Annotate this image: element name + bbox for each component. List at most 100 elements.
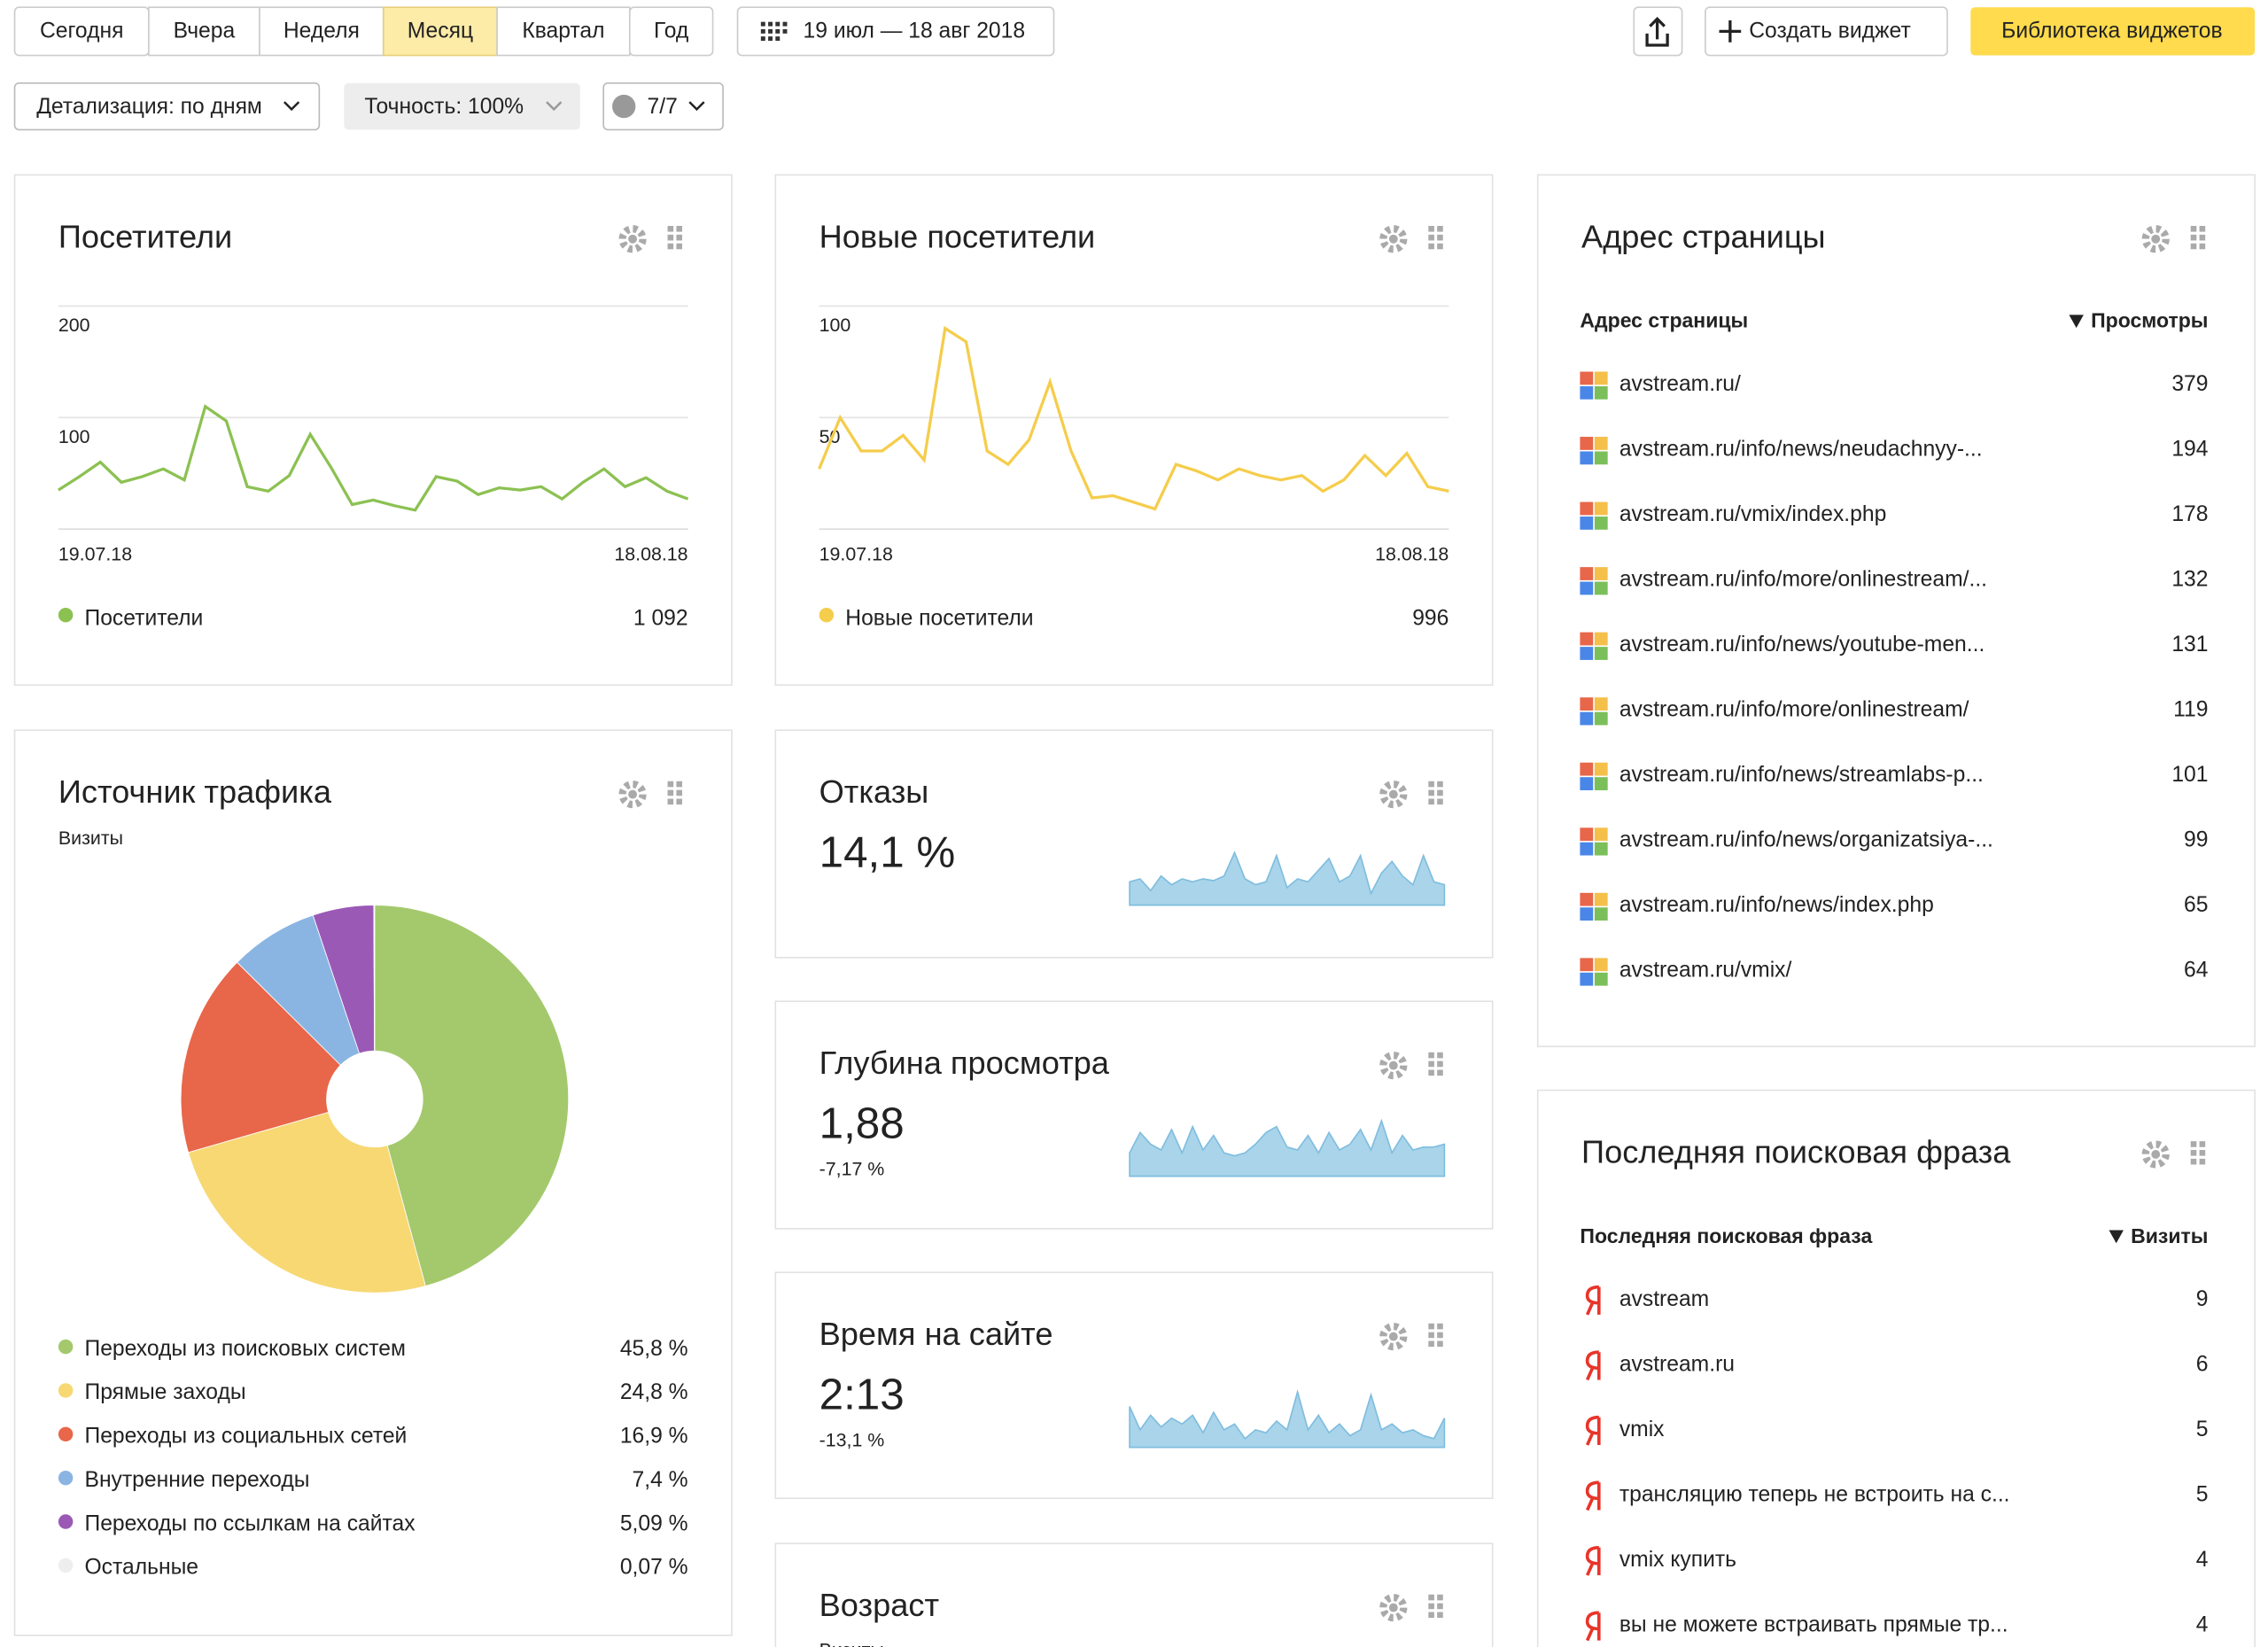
row-value: 65 xyxy=(2184,893,2208,917)
line-series xyxy=(818,325,1449,511)
drag-handle-dot xyxy=(667,789,674,796)
favicon xyxy=(1594,777,1608,790)
period-button[interactable] xyxy=(382,6,498,57)
row-link[interactable]: avstream.ru/vmix/ xyxy=(1619,959,1792,983)
favicon xyxy=(1594,581,1608,595)
row-value: 4 xyxy=(2196,1613,2209,1637)
y-tick-label: 100 xyxy=(819,315,851,336)
drag-handle-dot xyxy=(667,234,674,241)
widget-title: Адрес страницы xyxy=(1581,218,1826,254)
settings-icon-center xyxy=(1388,1603,1398,1612)
sort-arrow[interactable] xyxy=(2069,315,2084,329)
create-widget-button[interactable] xyxy=(1705,6,1948,57)
legend-label: Переходы из социальных сетей xyxy=(85,1425,408,1449)
date-button[interactable] xyxy=(736,6,1055,57)
row-link[interactable]: avstream.ru/info/more/onlinestream/... xyxy=(1619,567,1987,591)
drag-handle-dot xyxy=(1428,1332,1434,1339)
period-button[interactable] xyxy=(496,6,631,57)
share-icon xyxy=(1645,17,1669,47)
metric-change: -13,1 % xyxy=(819,1430,885,1451)
settings-icon[interactable] xyxy=(1379,1051,1408,1080)
filter-icon xyxy=(612,94,636,119)
favicon xyxy=(1594,697,1608,711)
row-link[interactable]: трансляцию теперь не встроить на с... xyxy=(1619,1483,2010,1507)
widget-frame xyxy=(774,729,1494,959)
drag-handle-dot xyxy=(1437,798,1443,805)
x-tick-label: 18.08.18 xyxy=(1375,543,1449,564)
drag-handle-dot[interactable] xyxy=(1428,781,1434,788)
favicon xyxy=(1594,958,1608,972)
drag-handle-dot xyxy=(2190,1158,2197,1165)
row-link[interactable]: avstream.ru/vmix/index.php xyxy=(1619,502,1886,526)
row-link[interactable]: avstream.ru/info/news/organizatsiya-... xyxy=(1619,828,1993,852)
library-button[interactable] xyxy=(1970,7,2256,56)
drag-handle-dot xyxy=(2199,1141,2206,1147)
row-value: 379 xyxy=(2171,372,2208,396)
filter-label: 7/7 xyxy=(648,95,678,119)
row-value: 178 xyxy=(2171,502,2208,526)
favicon xyxy=(1580,762,1594,776)
row-link[interactable]: vmix xyxy=(1619,1418,1665,1441)
metric-value: 14,1 % xyxy=(819,828,956,877)
favicon xyxy=(1580,697,1594,711)
settings-icon[interactable] xyxy=(618,780,647,809)
period-button[interactable] xyxy=(259,6,384,57)
row-link[interactable]: avstream.ru/info/news/streamlabs-p... xyxy=(1619,763,1984,787)
legend-dot xyxy=(58,608,74,623)
y-tick-label: 200 xyxy=(58,315,90,336)
legend-label: Переходы по ссылкам на сайтах xyxy=(85,1511,416,1535)
sparkline-area xyxy=(1129,851,1446,906)
row-link[interactable]: avstream.ru/info/news/youtube-men... xyxy=(1619,633,1985,656)
drag-handle-dot xyxy=(1428,234,1434,241)
drag-handle-dot[interactable] xyxy=(667,225,674,232)
filter-button[interactable] xyxy=(602,82,724,131)
chevron xyxy=(688,101,705,112)
row-link[interactable]: avstream xyxy=(1619,1287,1709,1311)
metric-value: 2:13 xyxy=(819,1371,905,1419)
accuracy-button[interactable] xyxy=(344,82,580,130)
row-link[interactable]: avstream.ru/ xyxy=(1619,372,1741,396)
favicon xyxy=(1594,632,1608,646)
widget-frame xyxy=(774,174,1494,687)
drag-handle-dot xyxy=(1428,789,1434,796)
row-link[interactable]: вы не можете встраивать прямые тр... xyxy=(1619,1613,2008,1637)
favicon xyxy=(1580,632,1594,646)
row-link[interactable]: avstream.ru/info/more/onlinestream/ xyxy=(1619,698,1969,722)
date-range: 19 июл — 18 авг 2018 xyxy=(804,19,1026,43)
drag-handle-dot[interactable] xyxy=(1428,1052,1434,1059)
drag-handle-dot xyxy=(2199,234,2206,241)
row-link[interactable]: avstream.ru/info/news/index.php xyxy=(1619,893,1934,917)
drag-handle-dot xyxy=(1437,243,1443,250)
widget-subtitle: Визиты xyxy=(58,827,123,849)
drag-handle-dot[interactable] xyxy=(2190,1141,2197,1147)
drag-handle-dot[interactable] xyxy=(2190,225,2197,232)
sort-arrow[interactable] xyxy=(2109,1230,2124,1244)
favicon xyxy=(1580,711,1594,726)
drag-handle-dot[interactable] xyxy=(667,781,674,788)
settings-icon[interactable] xyxy=(2141,1140,2170,1169)
drag-handle-dot[interactable] xyxy=(1428,1594,1434,1601)
settings-icon[interactable] xyxy=(1379,1593,1408,1622)
detail-button[interactable] xyxy=(13,82,321,131)
yandex-icon xyxy=(1585,1611,1601,1642)
row-link[interactable]: avstream.ru xyxy=(1619,1353,1735,1377)
settings-icon-center xyxy=(628,789,638,799)
settings-icon[interactable] xyxy=(1379,225,1408,253)
legend-label: Внутренние переходы xyxy=(85,1468,310,1492)
settings-icon[interactable] xyxy=(2141,225,2170,253)
period-button[interactable] xyxy=(628,6,714,57)
drag-handle-dot[interactable] xyxy=(1428,1323,1434,1330)
line-series xyxy=(58,404,689,512)
legend-label: Новые посетители xyxy=(845,607,1033,631)
settings-icon-center xyxy=(1388,234,1398,244)
period-label: Сегодня xyxy=(40,19,123,43)
legend-value: 16,9 % xyxy=(620,1425,688,1449)
drag-handle-dot[interactable] xyxy=(1428,225,1434,232)
row-link[interactable]: avstream.ru/info/news/neudachnyy-... xyxy=(1619,437,1983,461)
legend-value: 5,09 % xyxy=(620,1511,688,1535)
settings-icon[interactable] xyxy=(1379,780,1408,809)
row-link[interactable]: vmix купить xyxy=(1619,1548,1736,1572)
yandex-icon xyxy=(1585,1285,1601,1316)
settings-icon[interactable] xyxy=(618,225,647,253)
